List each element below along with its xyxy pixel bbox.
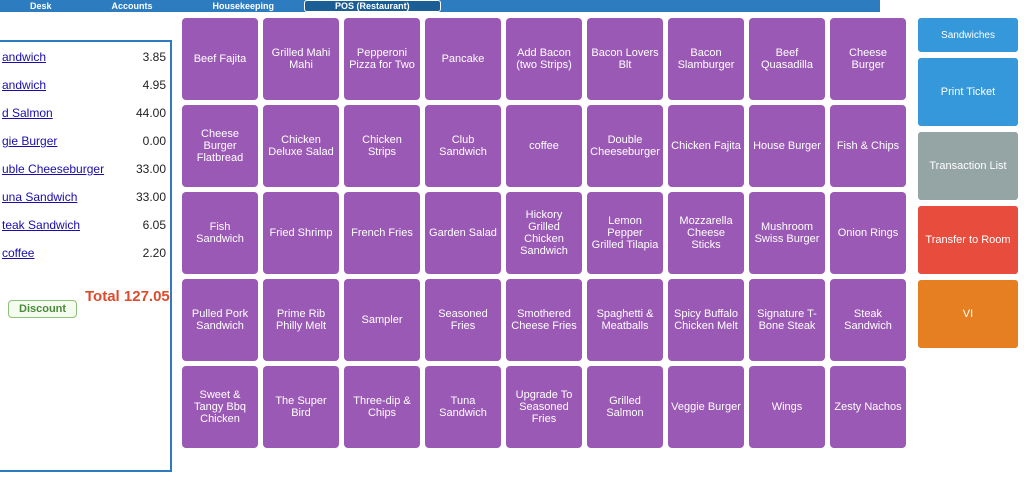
menu-item[interactable]: Sweet & Tangy Bbq Chicken: [182, 366, 258, 448]
menu-item[interactable]: French Fries: [344, 192, 420, 274]
action-button[interactable]: VI: [918, 280, 1018, 348]
menu-item[interactable]: Beef Fajita: [182, 18, 258, 100]
menu-item[interactable]: Bacon Slamburger: [668, 18, 744, 100]
item-price: 33.00: [135, 162, 166, 176]
action-button[interactable]: Transaction List: [918, 132, 1018, 200]
menu-item[interactable]: Cheese Burger: [830, 18, 906, 100]
menu-item[interactable]: Onion Rings: [830, 192, 906, 274]
menu-item[interactable]: Pepperoni Pizza for Two: [344, 18, 420, 100]
item-name[interactable]: coffee: [2, 246, 35, 260]
menu-item[interactable]: House Burger: [749, 105, 825, 187]
menu-item[interactable]: Lemon Pepper Grilled Tilapia: [587, 192, 663, 274]
item-name[interactable]: uble Cheeseburger: [2, 162, 105, 176]
menu-item[interactable]: Seasoned Fries: [425, 279, 501, 361]
menu-item[interactable]: Signature T-Bone Steak: [749, 279, 825, 361]
item-price: 33.00: [135, 190, 166, 204]
item-name[interactable]: d Salmon: [2, 106, 53, 120]
menu-item[interactable]: Wings: [749, 366, 825, 448]
menu-grid: Beef Fajita Grilled Mahi Mahi Pepperoni Pi…: [182, 18, 906, 448]
menu-item[interactable]: Upgrade To Seasoned Fries: [506, 366, 582, 448]
menu-item[interactable]: Fish Sandwich: [182, 192, 258, 274]
menu-item[interactable]: Mushroom Swiss Burger: [749, 192, 825, 274]
nav-tab[interactable]: POS (Restaurant): [304, 0, 441, 12]
nav-bar: Desk Accounts Housekeeping POS (Restaurant): [0, 0, 880, 12]
menu-item[interactable]: Spicy Buffalo Chicken Melt: [668, 279, 744, 361]
item-name[interactable]: andwich: [2, 50, 47, 64]
menu-item[interactable]: Grilled Mahi Mahi: [263, 18, 339, 100]
menu-item[interactable]: Add Bacon (two Strips): [506, 18, 582, 100]
menu-item[interactable]: Pancake: [425, 18, 501, 100]
order-total: Total 127.05: [85, 288, 170, 305]
action-button[interactable]: Print Ticket: [918, 58, 1018, 126]
nav-tab[interactable]: Desk: [30, 1, 52, 11]
menu-item[interactable]: Smothered Cheese Fries: [506, 279, 582, 361]
menu-item[interactable]: Double Cheeseburger: [587, 105, 663, 187]
item-price: 44.00: [135, 106, 166, 120]
menu-item[interactable]: Three-dip & Chips: [344, 366, 420, 448]
nav-tab[interactable]: Accounts: [111, 1, 153, 11]
menu-item[interactable]: coffee: [506, 105, 582, 187]
menu-item[interactable]: Fried Shrimp: [263, 192, 339, 274]
item-name[interactable]: una Sandwich: [2, 190, 78, 204]
menu-item[interactable]: Veggie Burger: [668, 366, 744, 448]
menu-item[interactable]: Club Sandwich: [425, 105, 501, 187]
menu-item[interactable]: Cheese Burger Flatbread: [182, 105, 258, 187]
item-price: 2.20: [142, 246, 166, 260]
menu-item[interactable]: Chicken Deluxe Salad: [263, 105, 339, 187]
action-button[interactable]: Transfer to Room: [918, 206, 1018, 274]
menu-item[interactable]: Sampler: [344, 279, 420, 361]
menu-item[interactable]: The Super Bird: [263, 366, 339, 448]
category-button[interactable]: Sandwiches: [918, 18, 1018, 52]
menu-item[interactable]: Pulled Pork Sandwich: [182, 279, 258, 361]
nav-tab[interactable]: Housekeeping: [212, 1, 275, 11]
menu-item[interactable]: Prime Rib Philly Melt: [263, 279, 339, 361]
menu-item[interactable]: Bacon Lovers Blt: [587, 18, 663, 100]
item-price: 6.05: [142, 218, 166, 232]
discount-button[interactable]: Discount: [8, 300, 78, 318]
menu-item[interactable]: Zesty Nachos: [830, 366, 906, 448]
menu-item[interactable]: Chicken Strips: [344, 105, 420, 187]
menu-item[interactable]: Garden Salad: [425, 192, 501, 274]
menu-item[interactable]: Beef Quasadilla: [749, 18, 825, 100]
item-name[interactable]: andwich: [2, 78, 47, 92]
side-panel: Sandwiches Print Ticket Transaction List Tr…: [918, 18, 1018, 354]
item-name[interactable]: teak Sandwich: [2, 218, 81, 232]
menu-item[interactable]: Hickory Grilled Chicken Sandwich: [506, 192, 582, 274]
order-panel: Discount Total 127.05 andwich 3.85 andwich…: [0, 40, 172, 472]
menu-item[interactable]: Fish & Chips: [830, 105, 906, 187]
item-price: 0.00: [142, 134, 166, 148]
menu-item[interactable]: Grilled Salmon: [587, 366, 663, 448]
menu-item[interactable]: Mozzarella Cheese Sticks: [668, 192, 744, 274]
item-price: 4.95: [142, 78, 166, 92]
menu-item[interactable]: Chicken Fajita: [668, 105, 744, 187]
menu-item[interactable]: Spaghetti & Meatballs: [587, 279, 663, 361]
menu-item[interactable]: Steak Sandwich: [830, 279, 906, 361]
item-price: 3.85: [142, 50, 166, 64]
item-name[interactable]: gie Burger: [2, 134, 58, 148]
menu-item[interactable]: Tuna Sandwich: [425, 366, 501, 448]
